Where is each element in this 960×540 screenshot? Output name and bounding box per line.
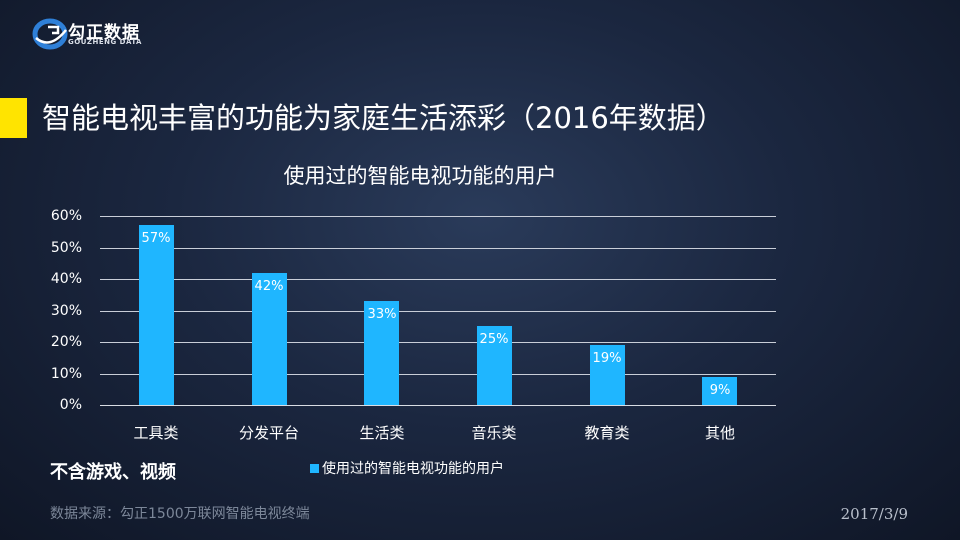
x-category-label: 分发平台 bbox=[238, 424, 299, 442]
gridline bbox=[100, 216, 776, 217]
report-date: 2017/3/9 bbox=[840, 505, 908, 523]
gridline bbox=[100, 374, 776, 375]
y-tick-label: 50% bbox=[50, 240, 82, 256]
x-category-label: 工具类 bbox=[133, 424, 179, 442]
x-category-label: 生活类 bbox=[359, 424, 405, 442]
chart-legend: 使用过的智能电视功能的用户 bbox=[310, 458, 504, 478]
bar-data-label: 9% bbox=[709, 383, 731, 398]
y-tick-label: 60% bbox=[50, 208, 82, 224]
brand-name: 勾正数据 bbox=[68, 23, 140, 43]
legend-label: 使用过的智能电视功能的用户 bbox=[322, 461, 504, 477]
gridline bbox=[100, 311, 776, 312]
y-tick-label: 30% bbox=[50, 303, 82, 319]
exclusion-note: 不含游戏、视频 bbox=[50, 462, 176, 483]
bar-data-label: 19% bbox=[592, 351, 622, 366]
y-tick-label: 40% bbox=[50, 271, 82, 287]
data-source: 数据来源：勾正1500万联网智能电视终端 bbox=[50, 506, 310, 522]
gridline bbox=[100, 342, 776, 343]
legend-swatch bbox=[310, 463, 319, 473]
gridline bbox=[100, 248, 776, 249]
bar-data-label: 42% bbox=[254, 279, 284, 294]
gridline bbox=[100, 279, 776, 280]
bar bbox=[477, 326, 512, 405]
bar-data-label: 33% bbox=[367, 307, 397, 322]
x-category-label: 其他 bbox=[704, 424, 735, 442]
bar bbox=[139, 225, 174, 405]
bar-data-label: 57% bbox=[141, 231, 171, 246]
x-category-label: 教育类 bbox=[584, 424, 630, 442]
y-tick-label: 10% bbox=[50, 366, 82, 382]
bar bbox=[590, 345, 625, 405]
y-tick-label: 0% bbox=[59, 397, 82, 413]
chart-title: 使用过的智能电视功能的用户 bbox=[283, 164, 557, 188]
x-category-label: 音乐类 bbox=[471, 424, 517, 442]
bar bbox=[252, 273, 287, 405]
title-accent-bar bbox=[0, 98, 27, 138]
x-axis-line bbox=[100, 405, 776, 406]
brand-subtitle: GOUZHENG DATA bbox=[68, 38, 142, 46]
bar-data-label: 25% bbox=[479, 332, 509, 347]
bar bbox=[702, 377, 737, 405]
bar bbox=[364, 301, 399, 405]
brand-logo-icon bbox=[32, 18, 68, 50]
page-title: 智能电视丰富的功能为家庭生活添彩（2016年数据） bbox=[42, 101, 725, 135]
y-tick-label: 20% bbox=[50, 334, 82, 350]
